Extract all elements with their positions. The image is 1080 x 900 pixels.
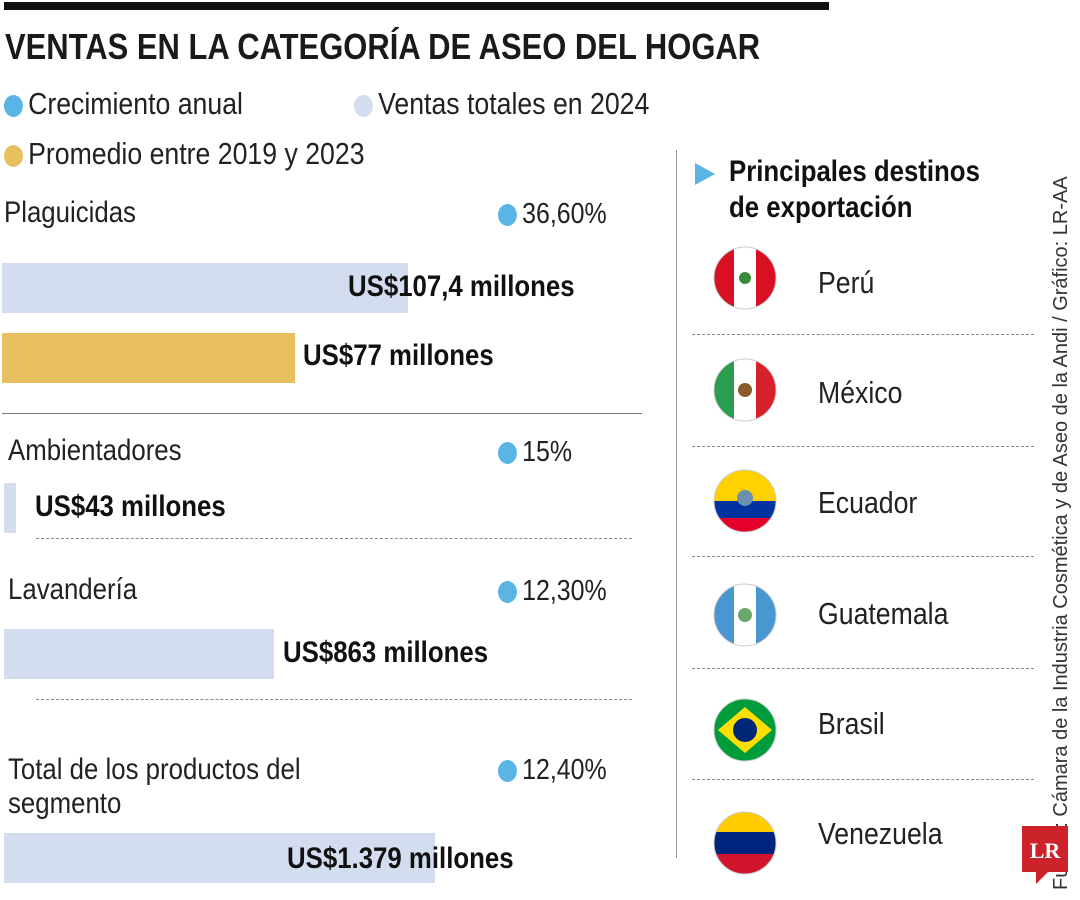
peru-flag-icon [713,246,777,310]
brazil-flag-icon [713,698,777,762]
growth-dot [498,442,517,465]
legend-dot-growth [4,94,23,117]
lr-logo: LR [1022,826,1068,884]
divider [36,538,632,539]
category-label: Total de los productos del segmento [8,753,301,820]
divider [692,779,1034,780]
guatemala-flag-icon [713,583,777,647]
divider [36,699,632,700]
country-label: México [818,375,903,410]
column-divider [676,150,677,858]
bar-sales-total [4,833,435,883]
venezuela-flag-icon [713,811,777,875]
legend-sales-2024: Ventas totales en 2024 [354,86,649,122]
legend-label: Ventas totales en 2024 [378,86,650,121]
country-label: Venezuela [818,816,943,851]
category-label: Ambientadores [8,434,182,467]
bar-sales-plaguicidas [2,263,408,313]
title-line: de exportación [729,191,913,224]
source-note: Fuente: Cámara de la Industria Cosmética… [1050,176,1072,890]
growth-value: 12,40% [498,754,607,787]
legend-growth: Crecimiento anual [4,86,243,122]
growth-text: 12,40% [522,754,607,786]
bar-sales-ambientadores [4,483,16,533]
divider [2,413,642,414]
country-label: Ecuador [818,485,918,520]
divider [692,556,1034,557]
country-label: Guatemala [818,596,949,631]
country-label: Perú [818,265,875,300]
top-rule [4,2,829,10]
bar-label: US$1.379 millones [287,842,514,875]
growth-value: 15% [498,436,572,469]
legend-average: Promedio entre 2019 y 2023 [4,136,365,172]
growth-text: 12,30% [522,575,607,607]
divider [692,446,1034,447]
bar-label: US$77 millones [303,339,494,372]
legend-label: Promedio entre 2019 y 2023 [28,136,365,171]
divider [692,334,1034,335]
category-label: Plaguicidas [4,196,136,229]
bar-sales-lavanderia [4,629,274,679]
legend-dot-average [4,144,23,167]
growth-dot [498,760,517,783]
growth-value: 36,60% [498,198,607,231]
bar-label: US$107,4 millones [348,270,575,303]
destinations-title: Principales destinos de exportación [729,154,980,226]
title-line: Principales destinos [729,155,980,188]
triangle-icon [695,163,715,185]
growth-dot [498,204,517,227]
bar-average-plaguicidas [2,333,295,383]
country-label: Brasil [818,706,885,741]
growth-text: 15% [522,436,573,468]
bar-label: US$43 millones [35,490,226,523]
chart-title: VENTAS EN LA CATEGORÍA DE ASEO DEL HOGAR [5,26,761,67]
category-label: Lavandería [8,573,138,606]
svg-text:LR: LR [1030,838,1062,863]
bar-label: US$863 millones [283,636,489,669]
legend-dot-sales [354,94,373,117]
growth-value: 12,30% [498,575,607,608]
ecuador-flag-icon [713,469,777,533]
growth-text: 36,60% [522,198,607,230]
growth-dot [498,581,517,604]
legend-label: Crecimiento anual [28,86,243,121]
divider [692,668,1034,669]
mexico-flag-icon [713,358,777,422]
